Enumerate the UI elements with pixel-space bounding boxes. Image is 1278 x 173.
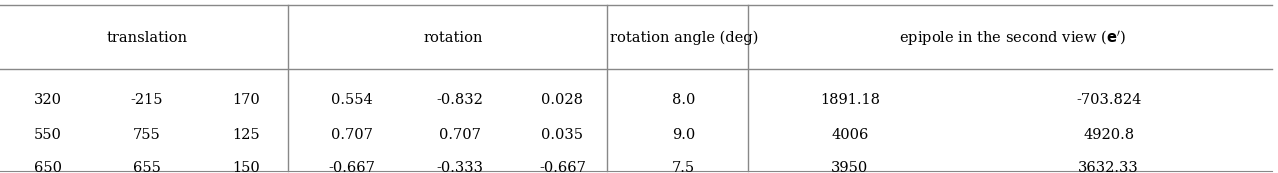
Text: 125: 125 bbox=[233, 128, 259, 142]
Text: 3950: 3950 bbox=[831, 161, 869, 173]
Text: -0.333: -0.333 bbox=[437, 161, 483, 173]
Text: -0.667: -0.667 bbox=[328, 161, 374, 173]
Text: 0.028: 0.028 bbox=[542, 93, 583, 107]
Text: 650: 650 bbox=[35, 161, 61, 173]
Text: -703.824: -703.824 bbox=[1076, 93, 1141, 107]
Text: rotation: rotation bbox=[424, 31, 483, 45]
Text: 3632.33: 3632.33 bbox=[1079, 161, 1139, 173]
Text: 655: 655 bbox=[133, 161, 161, 173]
Text: epipole in the second view ($\mathbf{e}^{\prime}$): epipole in the second view ($\mathbf{e}^… bbox=[900, 28, 1126, 48]
Text: -0.667: -0.667 bbox=[539, 161, 585, 173]
Text: 7.5: 7.5 bbox=[672, 161, 695, 173]
Text: 8.0: 8.0 bbox=[672, 93, 695, 107]
Text: 1891.18: 1891.18 bbox=[820, 93, 879, 107]
Text: 550: 550 bbox=[35, 128, 61, 142]
Text: 9.0: 9.0 bbox=[672, 128, 695, 142]
Text: -215: -215 bbox=[130, 93, 164, 107]
Text: 170: 170 bbox=[233, 93, 259, 107]
Text: 4006: 4006 bbox=[831, 128, 869, 142]
Text: 4920.8: 4920.8 bbox=[1082, 128, 1135, 142]
Text: 0.035: 0.035 bbox=[542, 128, 583, 142]
Text: translation: translation bbox=[106, 31, 188, 45]
Text: 320: 320 bbox=[35, 93, 61, 107]
Text: -0.832: -0.832 bbox=[437, 93, 483, 107]
Text: 0.554: 0.554 bbox=[331, 93, 372, 107]
Text: 0.707: 0.707 bbox=[440, 128, 481, 142]
Text: 150: 150 bbox=[233, 161, 259, 173]
Text: rotation angle (deg): rotation angle (deg) bbox=[610, 31, 758, 45]
Text: 755: 755 bbox=[133, 128, 161, 142]
Text: 0.707: 0.707 bbox=[331, 128, 372, 142]
